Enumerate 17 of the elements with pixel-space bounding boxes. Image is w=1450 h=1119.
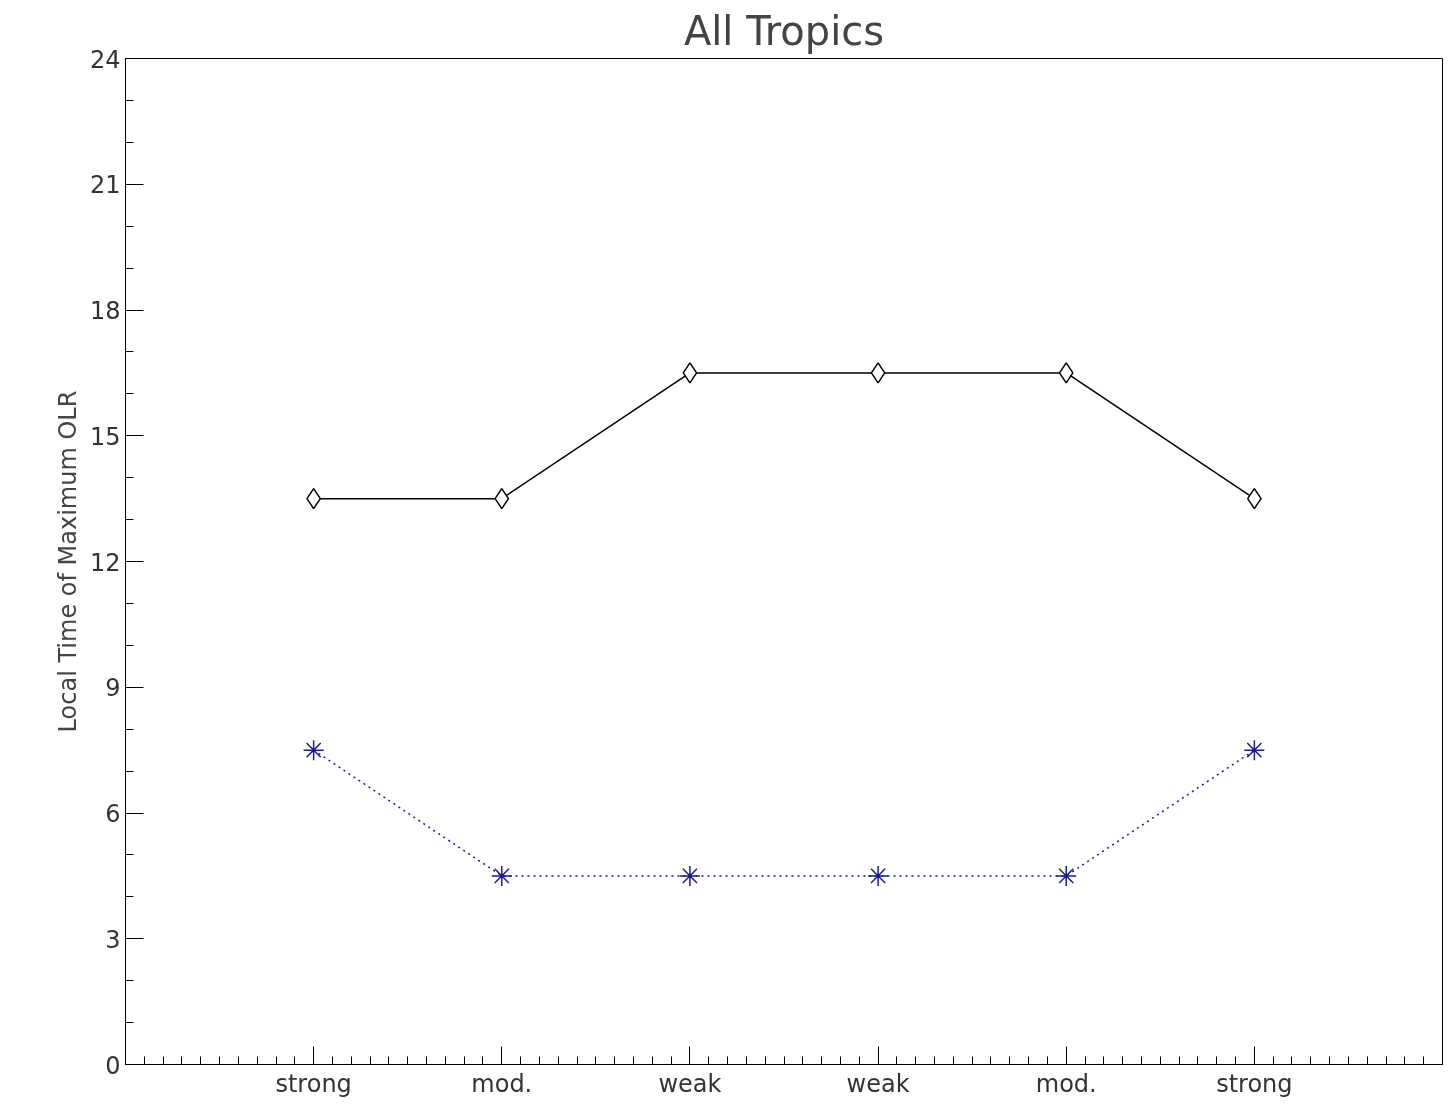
x-tick-label: mod. [1035,1069,1097,1098]
y-tick-label: 15 [89,422,121,451]
y-tick-label: 24 [89,45,121,74]
x-tick-label: strong [1216,1069,1293,1098]
y-tick-label: 18 [89,297,121,325]
y-tick-label: 21 [89,171,121,200]
x-tick-label: mod. [471,1069,533,1098]
x-tick-label: strong [275,1069,352,1098]
x-tick-label: weak [846,1069,910,1098]
y-axis-title: Local Time of Maximum OLR [53,390,82,733]
chart-title: All Tropics [683,7,885,54]
y-tick-label: 9 [105,674,121,703]
y-tick-label: 0 [105,1051,121,1080]
y-tick-label: 12 [89,548,121,577]
y-tick-label: 6 [105,800,121,828]
y-tick-label: 3 [105,925,121,954]
x-tick-label: weak [658,1069,722,1098]
